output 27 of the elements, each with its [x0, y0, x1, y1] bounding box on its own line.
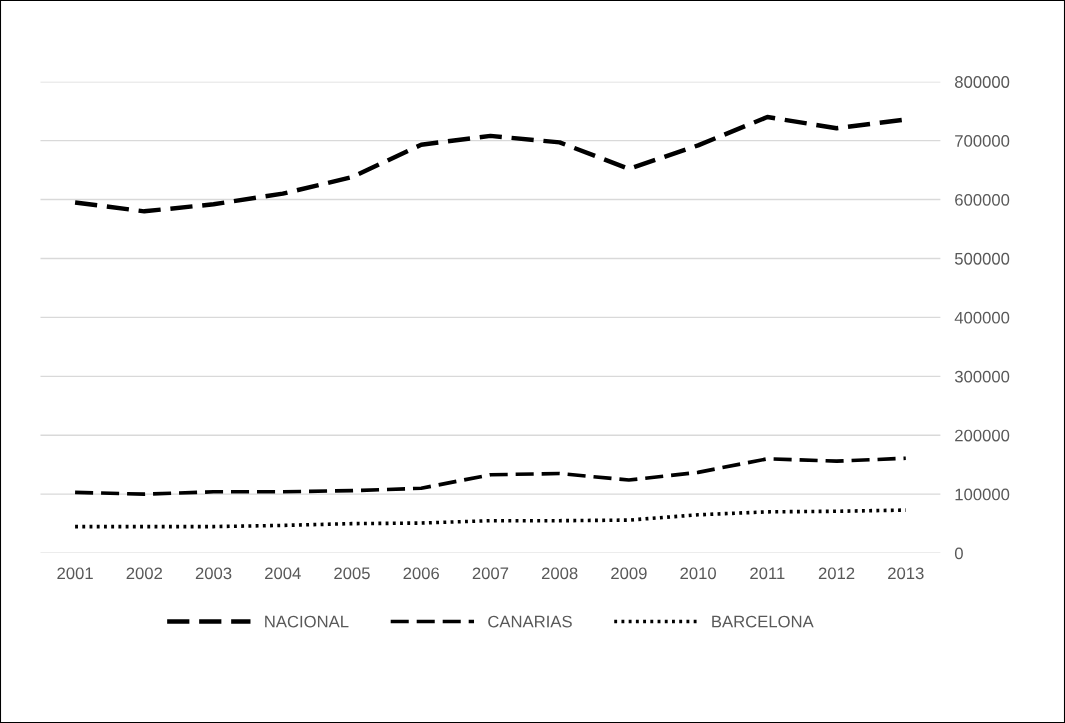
legend-label: BARCELONA — [712, 615, 814, 628]
x-tick-label: 2003 — [195, 567, 232, 580]
legend-label: NACIONAL — [265, 615, 349, 628]
y-tick-label: 300000 — [954, 370, 1010, 383]
x-tick-label: 2002 — [126, 567, 163, 580]
line-series — [73, 456, 908, 496]
y-tick-label: 500000 — [954, 252, 1010, 265]
y-tick-label: 400000 — [954, 311, 1010, 324]
y-tick-label: 100000 — [955, 488, 1010, 501]
x-tick-label: 2011 — [750, 567, 785, 580]
x-tick-label: 2005 — [334, 567, 370, 580]
x-tick-label: 2009 — [611, 567, 647, 580]
y-tick-label: 200000 — [955, 429, 1010, 442]
line-series — [73, 508, 908, 529]
x-tick-label: 2007 — [472, 567, 509, 580]
y-tick-label: 800000 — [955, 76, 1010, 88]
x-tick-label: 2006 — [403, 567, 440, 580]
x-tick-label: 2012 — [818, 567, 855, 580]
y-tick-label: 700000 — [955, 135, 1010, 147]
y-tick-label: 600000 — [955, 193, 1010, 206]
y-tick-label: 0 — [954, 547, 963, 560]
x-tick-label: 2010 — [680, 567, 716, 580]
x-tick-label: 2004 — [265, 567, 301, 580]
x-tick-label: 2008 — [541, 567, 578, 580]
x-tick-label: 2001 — [57, 567, 93, 580]
legend-label: CANARIAS — [488, 615, 572, 628]
x-tick-label: 2013 — [888, 567, 924, 580]
